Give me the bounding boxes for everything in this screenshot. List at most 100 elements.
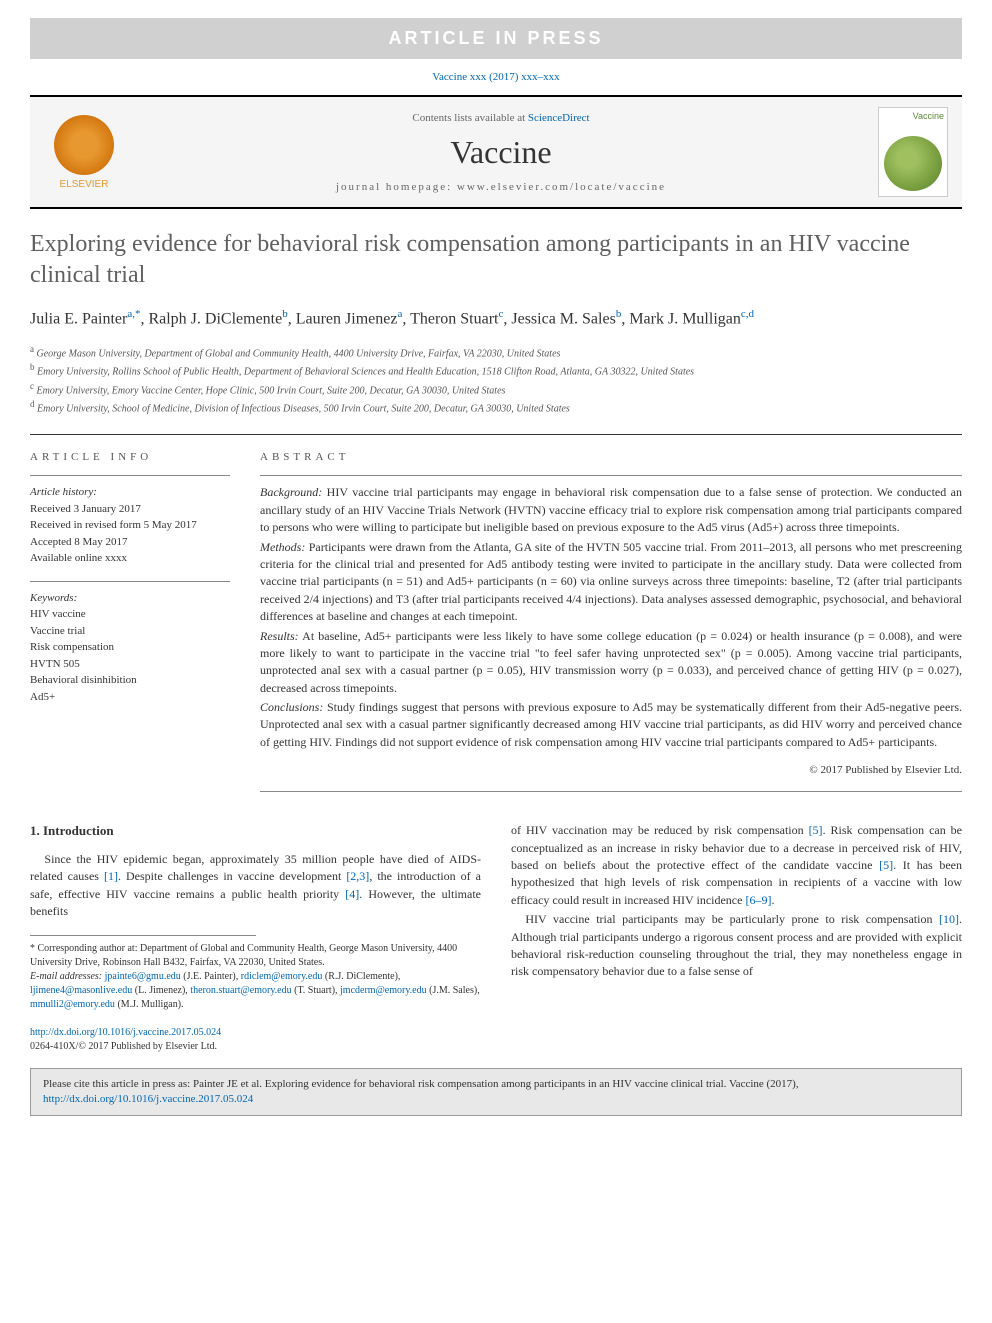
elsevier-logo: ELSEVIER [44,107,124,197]
ref-link[interactable]: [5] [879,858,893,872]
body-paragraph: HIV vaccine trial participants may be pa… [511,911,962,981]
abstract-heading: ABSTRACT [260,451,962,463]
author-affil-sup: b [616,308,622,320]
contents-prefix: Contents lists available at [412,112,527,124]
authors-list: Julia E. Paintera,*, Ralph J. DiClemente… [30,307,962,331]
email-footnote: E-mail addresses: jpainte6@gmu.edu (J.E.… [30,970,481,1012]
info-abstract-row: ARTICLE INFO Article history: Received 3… [30,434,962,792]
author: Julia E. Painter [30,311,127,328]
email-who: (R.J. DiClemente) [325,971,398,982]
author-affil-sup: c [498,308,503,320]
sciencedirect-link[interactable]: ScienceDirect [528,112,590,124]
abstract-column: ABSTRACT Background: HIV vaccine trial p… [260,451,962,792]
email-who: (J.E. Painter) [183,971,236,982]
affil-sup: d [30,399,35,409]
abstract-section: Conclusions: Study findings suggest that… [260,699,962,751]
journal-cover-thumbnail: Vaccine [878,107,948,197]
email-link[interactable]: theron.stuart@emory.edu [190,985,291,996]
citebox-text: Please cite this article in press as: Pa… [43,1078,799,1090]
body-col-right: of HIV vaccination may be reduced by ris… [511,822,962,1011]
body-paragraph: Since the HIV epidemic began, approximat… [30,851,481,921]
keyword: Ad5+ [30,689,230,706]
history-item: Received 3 January 2017 [30,501,230,518]
ref-link[interactable]: [4] [345,887,359,901]
author: Theron Stuart [410,311,498,328]
affil-text: George Mason University, Department of G… [37,348,561,359]
email-link[interactable]: rdiclem@emory.edu [241,971,323,982]
author-affil-sup: a, [127,308,135,320]
affiliation: a George Mason University, Department of… [30,343,962,361]
abstract-section: Methods: Participants were drawn from th… [260,539,962,626]
keywords-block: Keywords: HIV vaccine Vaccine trial Risk… [30,581,230,706]
homepage-prefix: journal homepage: [336,181,457,193]
abstract-body: Study findings suggest that persons with… [260,700,962,749]
doi-link[interactable]: http://dx.doi.org/10.1016/j.vaccine.2017… [30,1027,221,1038]
author-affil-sup: b [282,308,288,320]
abstract-body: At baseline, Ad5+ participants were less… [260,629,962,695]
elsevier-tree-icon [54,115,114,175]
abstract-text: Background: HIV vaccine trial participan… [260,475,962,792]
article-info-column: ARTICLE INFO Article history: Received 3… [30,451,230,792]
elsevier-label: ELSEVIER [60,179,109,190]
author-affil-sup: a [397,308,402,320]
ref-link[interactable]: [2,3] [346,869,369,883]
header-center: Contents lists available at ScienceDirec… [144,112,858,193]
keywords-label: Keywords: [30,590,230,607]
email-who: (T. Stuart) [294,985,335,996]
abstract-section: Results: At baseline, Ad5+ participants … [260,628,962,698]
email-link[interactable]: mmulli2@emory.edu [30,999,115,1010]
journal-title: Vaccine [144,134,858,171]
article-in-press-banner: ARTICLE IN PRESS [30,18,962,59]
email-who: (M.J. Mulligan) [117,999,181,1010]
history-item: Available online xxxx [30,550,230,567]
homepage-url[interactable]: www.elsevier.com/locate/vaccine [457,181,666,193]
abstract-label: Conclusions: [260,700,323,714]
affil-sup: c [30,381,34,391]
body-col-left: 1. Introduction Since the HIV epidemic b… [30,822,481,1011]
email-link[interactable]: jmcderm@emory.edu [340,985,427,996]
cover-image-icon [884,136,942,191]
article-title: Exploring evidence for behavioral risk c… [30,229,962,291]
email-label: E-mail addresses: [30,971,102,982]
ref-link[interactable]: [6–9] [745,893,771,907]
keyword: Behavioral disinhibition [30,672,230,689]
email-who: (J.M. Sales) [429,985,477,996]
author: Jessica M. Sales [511,311,615,328]
article-history-block: Article history: Received 3 January 2017… [30,475,230,567]
ref-link[interactable]: [1] [104,869,118,883]
affil-text: Emory University, Rollins School of Publ… [37,367,694,378]
abstract-label: Background: [260,485,322,499]
author: Mark J. Mulligan [629,311,741,328]
keyword: HVTN 505 [30,656,230,673]
main-content: Exploring evidence for behavioral risk c… [30,229,962,1012]
keyword: Vaccine trial [30,623,230,640]
abstract-label: Methods: [260,540,305,554]
email-link[interactable]: jpainte6@gmu.edu [105,971,181,982]
affiliations: a George Mason University, Department of… [30,343,962,416]
body-paragraph: of HIV vaccination may be reduced by ris… [511,822,962,909]
history-item: Accepted 8 May 2017 [30,534,230,551]
doi-block: http://dx.doi.org/10.1016/j.vaccine.2017… [30,1026,962,1054]
citebox-doi-link[interactable]: http://dx.doi.org/10.1016/j.vaccine.2017… [43,1093,253,1105]
copyright-line: © 2017 Published by Elsevier Ltd. [260,763,962,792]
email-link[interactable]: ljimene4@masonlive.edu [30,985,132,996]
please-cite-box: Please cite this article in press as: Pa… [30,1068,962,1117]
author-affil-sup: c,d [741,308,754,320]
article-info-heading: ARTICLE INFO [30,451,230,463]
history-label: Article history: [30,484,230,501]
keyword: Risk compensation [30,639,230,656]
journal-homepage-line: journal homepage: www.elsevier.com/locat… [144,181,858,193]
affiliation: d Emory University, School of Medicine, … [30,398,962,416]
journal-header: ELSEVIER Contents lists available at Sci… [30,95,962,209]
ref-link[interactable]: [5] [809,823,823,837]
footnote-divider [30,935,256,936]
affil-text: Emory University, Emory Vaccine Center, … [37,385,506,396]
history-item: Received in revised form 5 May 2017 [30,517,230,534]
keyword: HIV vaccine [30,606,230,623]
email-who: (L. Jimenez) [135,985,186,996]
ref-link[interactable]: [10] [939,912,959,926]
corresponding-mark: * [135,308,141,320]
affil-sup: b [30,362,35,372]
abstract-body: HIV vaccine trial participants may engag… [260,485,962,534]
corr-label: * Corresponding author at: [30,943,137,954]
